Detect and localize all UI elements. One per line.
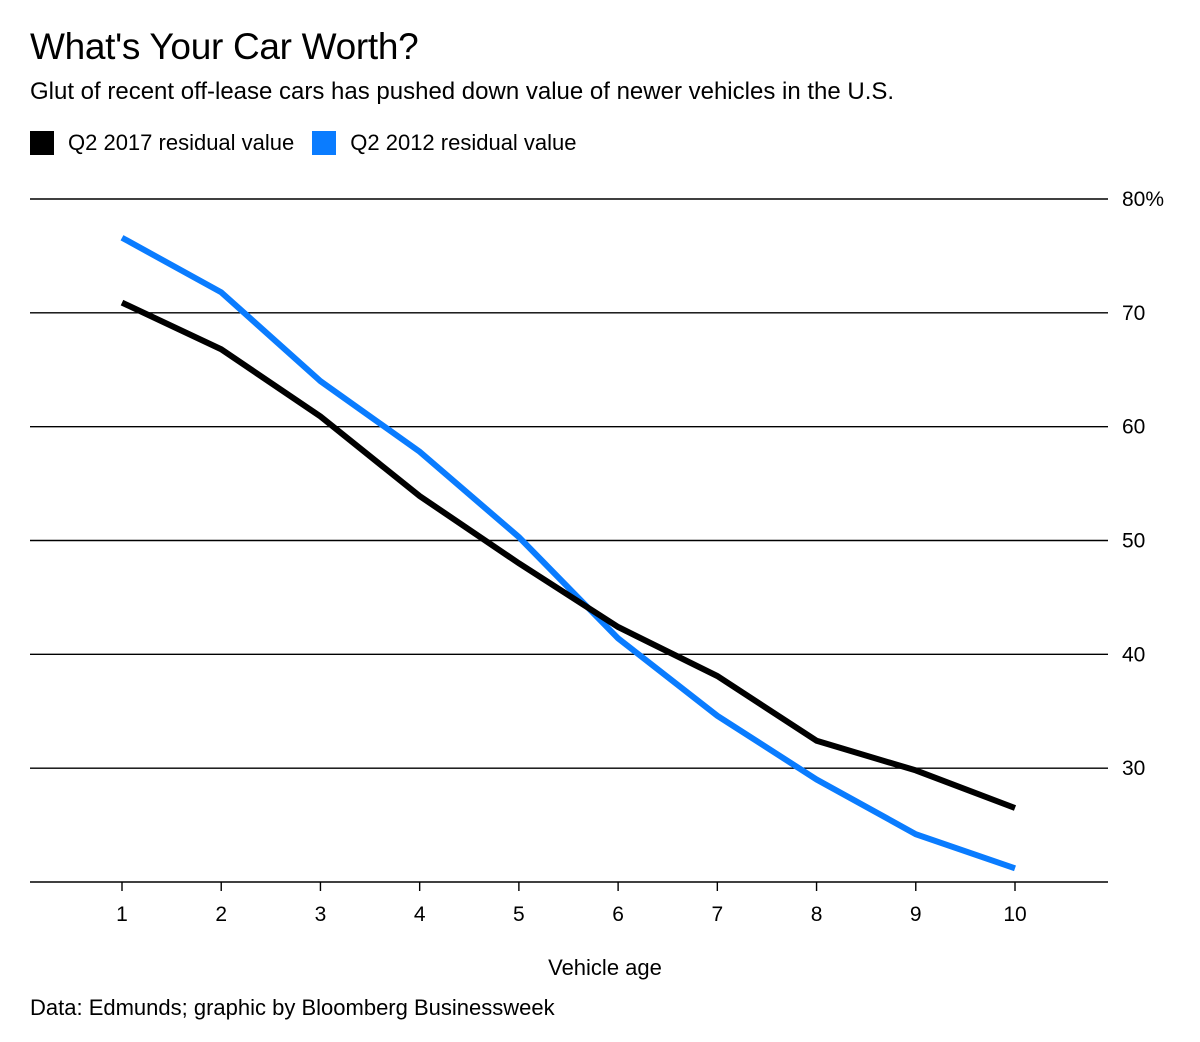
- y-tick-label-80: 80%: [1122, 188, 1164, 211]
- legend-swatch-2017: [30, 131, 54, 155]
- x-tick-label-2: 2: [215, 903, 227, 926]
- x-axis-title: Vehicle age: [548, 955, 662, 980]
- series-line-2012: [120, 235, 1016, 872]
- gridlines: [30, 198, 1108, 769]
- x-tick-label-9: 9: [910, 903, 922, 926]
- x-tick-label-10: 10: [1003, 903, 1026, 926]
- chart-title: What's Your Car Worth?: [30, 26, 419, 67]
- legend-item-2017: Q2 2017 residual value: [30, 130, 294, 156]
- y-tick-label-50: 50: [1122, 530, 1145, 553]
- x-tick-label-3: 3: [315, 903, 327, 926]
- x-tick-label-4: 4: [414, 903, 426, 926]
- x-axis: [30, 881, 1108, 891]
- y-tick-label-60: 60: [1122, 416, 1145, 439]
- source-note: Data: Edmunds; graphic by Bloomberg Busi…: [30, 995, 555, 1020]
- series-lines: [120, 235, 1017, 872]
- x-tick-label-5: 5: [513, 903, 525, 926]
- y-tick-label-70: 70: [1122, 302, 1145, 325]
- series-line-2017: [120, 299, 1017, 811]
- x-tick-label-1: 1: [116, 903, 128, 926]
- chart-legend: Q2 2017 residual value Q2 2012 residual …: [30, 130, 595, 156]
- legend-label-2012: Q2 2012 residual value: [350, 130, 577, 155]
- y-tick-label-30: 30: [1122, 757, 1145, 780]
- chart-subtitle: Glut of recent off-lease cars has pushed…: [30, 78, 895, 105]
- y-tick-label-40: 40: [1122, 643, 1145, 666]
- legend-swatch-2012: [312, 131, 337, 155]
- tick-labels: 30 40 50 60 70 80% 1 2 3 4 5 6 7 8 9 10: [116, 188, 1164, 926]
- x-tick-label-7: 7: [711, 903, 723, 926]
- x-tick-label-6: 6: [612, 903, 624, 926]
- legend-item-2012: Q2 2012 residual value: [312, 130, 577, 156]
- x-tick-label-8: 8: [811, 903, 823, 926]
- legend-label-2017: Q2 2017 residual value: [68, 130, 295, 155]
